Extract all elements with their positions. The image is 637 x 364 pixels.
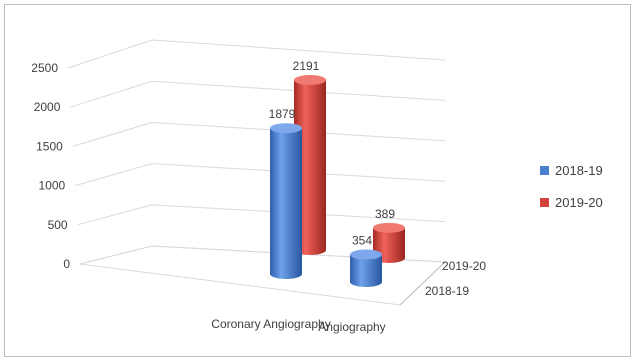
- depth-axis-line: [399, 261, 446, 306]
- x-category-label: Angiography: [318, 320, 385, 334]
- legend: 2018-19 2019-20: [540, 160, 603, 224]
- legend-item-2019-20: 2019-20: [540, 192, 603, 212]
- legend-item-2018-19: 2018-19: [540, 160, 603, 180]
- legend-swatch-2019-20: [540, 197, 549, 207]
- gridline: [67, 39, 446, 69]
- data-label: 389: [375, 207, 395, 221]
- gridline: [70, 80, 446, 108]
- labels-layer: 0 500 1000 1500 2000 2500 Coronary Angiography…: [31, 59, 486, 334]
- cylinder-2018-19-0: [270, 123, 302, 279]
- bars-layer: [270, 74, 405, 287]
- y-tick-label: 1500: [36, 139, 63, 153]
- gridline: [72, 121, 446, 147]
- gridline: [75, 163, 446, 187]
- depth-axis-label: 2018-19: [425, 284, 469, 298]
- x-category-label: Coronary Angiography: [211, 317, 330, 331]
- data-label: 1879: [269, 107, 296, 121]
- gridline: [77, 204, 446, 226]
- y-tick-label: 2500: [31, 61, 58, 75]
- cylinder-body: [270, 128, 302, 279]
- cylinder-body: [350, 254, 382, 287]
- y-tick-label: 2000: [34, 100, 61, 114]
- legend-label-2019-20: 2019-20: [555, 194, 603, 210]
- axes-layer: [67, 39, 447, 306]
- legend-swatch-2018-19: [540, 165, 549, 175]
- cylinder-top: [350, 249, 382, 260]
- y-tick-label: 0: [63, 257, 70, 271]
- cylinder-2018-19-1: [350, 249, 382, 287]
- cylinder-top: [270, 123, 302, 134]
- data-label: 354: [352, 234, 372, 248]
- cylinder-top: [294, 74, 326, 85]
- y-tick-label: 500: [48, 218, 68, 232]
- y-tick-label: 1000: [38, 179, 65, 193]
- legend-label-2018-19: 2018-19: [555, 162, 603, 178]
- depth-axis-label: 2019-20: [442, 259, 486, 273]
- data-label: 2191: [293, 59, 320, 73]
- cylinder-top: [373, 222, 405, 233]
